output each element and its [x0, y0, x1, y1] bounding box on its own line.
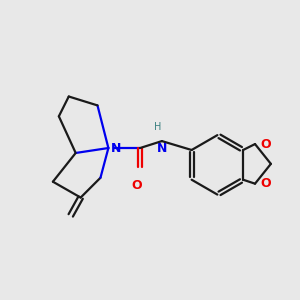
Text: O: O [132, 179, 142, 192]
Text: N: N [157, 142, 167, 155]
Text: N: N [111, 142, 122, 154]
Text: O: O [260, 177, 271, 190]
Text: H: H [154, 122, 162, 132]
Text: O: O [260, 138, 271, 151]
